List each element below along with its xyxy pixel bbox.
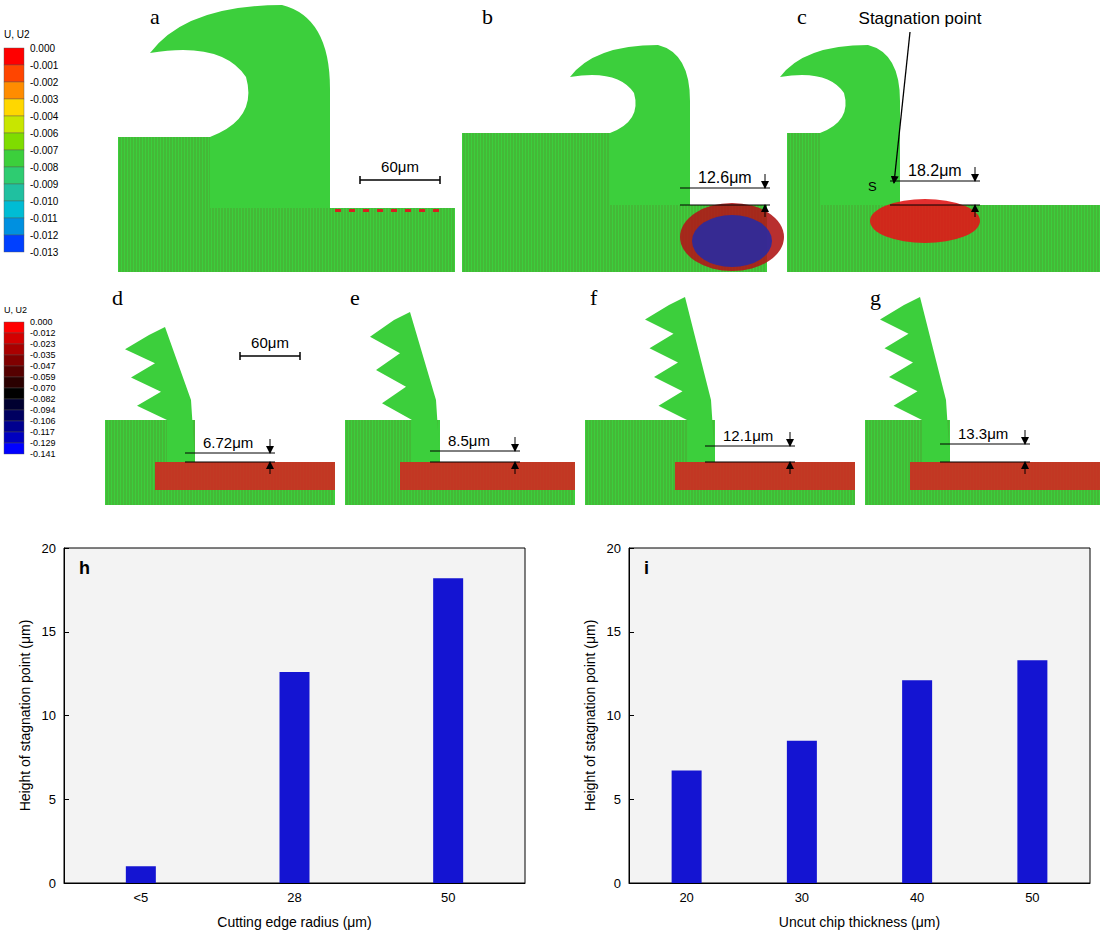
svg-text:6.72μm: 6.72μm — [203, 434, 253, 451]
svg-text:40: 40 — [910, 890, 924, 905]
svg-text:-0.003: -0.003 — [30, 94, 59, 105]
svg-text:28: 28 — [287, 890, 301, 905]
svg-text:-0.059: -0.059 — [30, 372, 56, 382]
svg-text:50: 50 — [441, 890, 455, 905]
svg-text:8.5μm: 8.5μm — [448, 432, 490, 449]
svg-text:Height of stagnation point (μm: Height of stagnation point (μm) — [582, 620, 598, 812]
svg-text:0: 0 — [49, 876, 56, 891]
svg-text:-0.094: -0.094 — [30, 405, 56, 415]
svg-text:15: 15 — [42, 624, 56, 639]
svg-text:i: i — [644, 558, 649, 578]
svg-text:Uncut chip thickness (μm): Uncut chip thickness (μm) — [779, 914, 940, 930]
svg-text:60μm: 60μm — [251, 334, 289, 351]
svg-text:5: 5 — [614, 792, 621, 807]
svg-text:g: g — [870, 285, 881, 310]
svg-text:-0.010: -0.010 — [30, 196, 59, 207]
svg-text:60μm: 60μm — [381, 158, 419, 175]
svg-text:-0.013: -0.013 — [30, 247, 59, 258]
svg-text:-0.006: -0.006 — [30, 128, 59, 139]
svg-text:15: 15 — [607, 624, 621, 639]
svg-text:0.000: 0.000 — [30, 317, 53, 327]
svg-text:-0.082: -0.082 — [30, 394, 56, 404]
svg-text:-0.007: -0.007 — [30, 145, 59, 156]
svg-text:-0.106: -0.106 — [30, 416, 56, 426]
svg-text:Cutting edge radius (μm): Cutting edge radius (μm) — [217, 914, 371, 930]
svg-text:-0.012: -0.012 — [30, 328, 56, 338]
svg-text:c: c — [797, 4, 807, 29]
svg-text:12.1μm: 12.1μm — [723, 427, 773, 444]
svg-text:-0.047: -0.047 — [30, 361, 56, 371]
svg-text:f: f — [590, 285, 598, 310]
svg-text:-0.023: -0.023 — [30, 339, 56, 349]
svg-text:-0.070: -0.070 — [30, 383, 56, 393]
svg-text:18.2μm: 18.2μm — [908, 162, 962, 179]
svg-text:Height of stagnation point (μm: Height of stagnation point (μm) — [17, 620, 33, 812]
svg-text:-0.002: -0.002 — [30, 77, 59, 88]
svg-text:0.000: 0.000 — [30, 43, 55, 54]
svg-text:30: 30 — [795, 890, 809, 905]
svg-text:-0.129: -0.129 — [30, 438, 56, 448]
svg-text:10: 10 — [42, 708, 56, 723]
svg-text:Stagnation point: Stagnation point — [859, 9, 982, 28]
svg-text:a: a — [150, 4, 160, 29]
svg-text:13.3μm: 13.3μm — [958, 425, 1008, 442]
svg-text:-0.004: -0.004 — [30, 111, 59, 122]
svg-text:U, U2: U, U2 — [4, 305, 27, 315]
svg-text:50: 50 — [1025, 890, 1039, 905]
svg-text:S: S — [868, 179, 877, 194]
svg-text:d: d — [112, 285, 123, 310]
svg-text:5: 5 — [49, 792, 56, 807]
svg-text:e: e — [350, 285, 360, 310]
svg-text:10: 10 — [607, 708, 621, 723]
svg-text:U, U2: U, U2 — [4, 29, 30, 40]
svg-text:20: 20 — [42, 541, 56, 556]
svg-text:12.6μm: 12.6μm — [698, 169, 752, 186]
svg-text:-0.117: -0.117 — [30, 427, 55, 437]
svg-text:-0.001: -0.001 — [30, 60, 59, 71]
svg-text:-0.009: -0.009 — [30, 179, 59, 190]
svg-text:h: h — [79, 558, 90, 578]
svg-text:<5: <5 — [133, 890, 148, 905]
svg-text:-0.012: -0.012 — [30, 230, 59, 241]
svg-text:-0.141: -0.141 — [30, 449, 56, 459]
svg-text:b: b — [482, 4, 493, 29]
svg-text:-0.011: -0.011 — [30, 213, 58, 224]
svg-text:20: 20 — [679, 890, 693, 905]
svg-text:-0.035: -0.035 — [30, 350, 56, 360]
svg-text:0: 0 — [614, 876, 621, 891]
svg-text:-0.008: -0.008 — [30, 162, 59, 173]
svg-text:20: 20 — [607, 541, 621, 556]
